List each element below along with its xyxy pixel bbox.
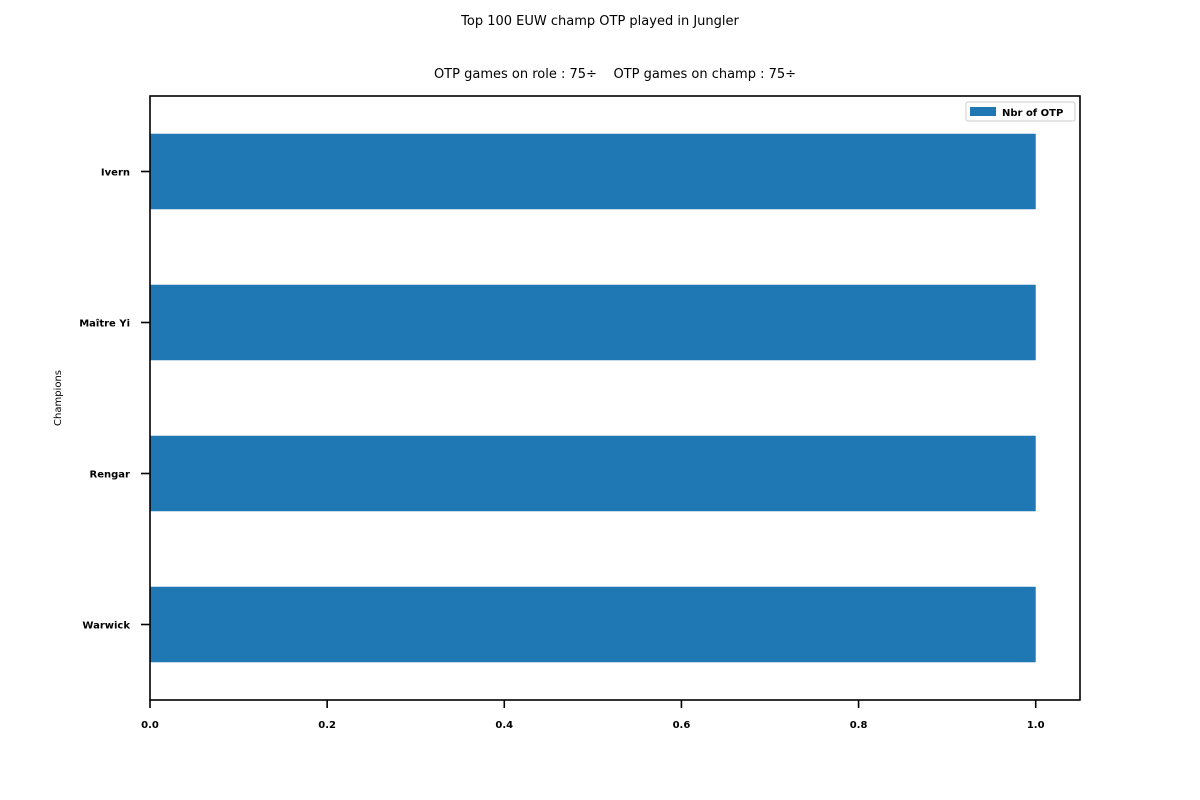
- chart-subtitle: OTP games on role : 75÷ OTP games on cha…: [434, 67, 796, 82]
- bar-rengar: [150, 435, 1036, 512]
- x-tick-label: 0.8: [850, 720, 868, 731]
- y-axis-label: Champions: [53, 370, 64, 426]
- x-tick-label: 0.0: [141, 720, 159, 731]
- x-ticks-group: 0.0 0.2 0.4 0.6 0.8 1.0: [141, 700, 1045, 731]
- x-tick-label: 0.4: [495, 720, 513, 731]
- x-tick-label: 0.6: [673, 720, 691, 731]
- legend-swatch: [970, 107, 996, 116]
- plot-frame: [149, 95, 1081, 701]
- y-tick-label: Maître Yi: [79, 318, 130, 330]
- y-tick-label: Ivern: [101, 168, 130, 179]
- y-tick-label: Rengar: [90, 470, 131, 481]
- y-tick-label: Warwick: [82, 621, 130, 632]
- bar-ivern: [150, 133, 1036, 210]
- bars-group: [150, 133, 1036, 663]
- bar-warwick: [150, 586, 1036, 663]
- y-ticks-group: Ivern Maître Yi Rengar Warwick: [79, 168, 150, 632]
- x-tick-label: 1.0: [1027, 720, 1045, 731]
- legend-box: [965, 101, 1076, 122]
- bar-ma-tre-yi: [150, 284, 1036, 361]
- legend: Nbr of OTP: [965, 101, 1076, 122]
- legend-label: Nbr of OTP: [1002, 108, 1063, 119]
- chart-title: Top 100 EUW champ OTP played in Jungler: [460, 14, 739, 29]
- x-tick-label: 0.2: [318, 720, 336, 731]
